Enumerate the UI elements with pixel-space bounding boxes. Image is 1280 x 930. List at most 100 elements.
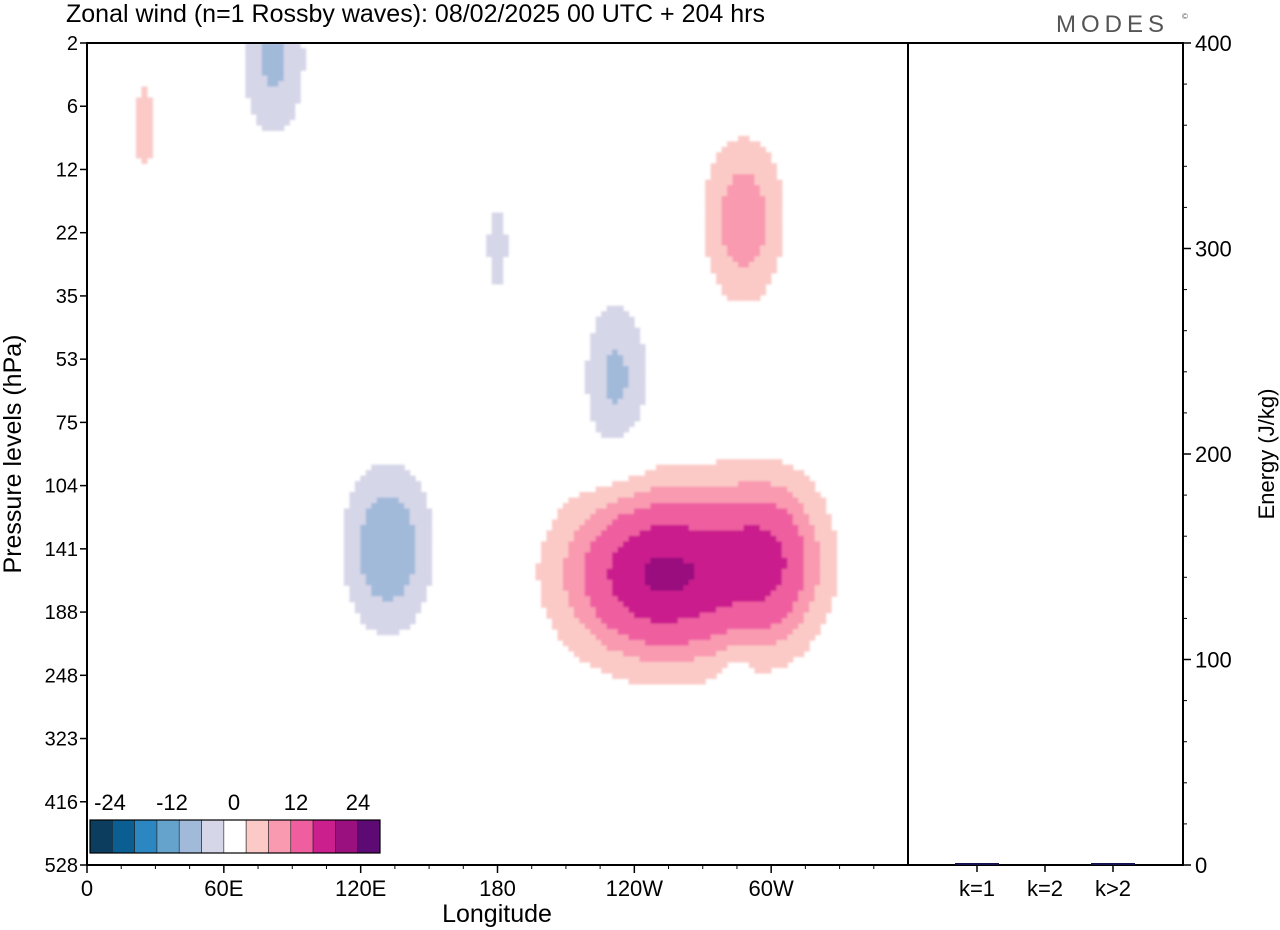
field-cell xyxy=(699,568,706,575)
field-cell xyxy=(677,579,684,586)
field-cell xyxy=(272,48,279,55)
field-cell xyxy=(754,218,761,225)
field-cell xyxy=(770,239,777,247)
field-cell xyxy=(705,612,712,619)
field-cell xyxy=(644,497,652,504)
field-cell xyxy=(792,590,799,597)
field-cell xyxy=(814,596,821,603)
field-cell xyxy=(612,552,619,559)
field-cell xyxy=(584,492,591,499)
field-cell xyxy=(716,623,723,630)
field-cell xyxy=(584,503,591,510)
field-cell xyxy=(639,623,646,630)
x-tick-label: 120W xyxy=(606,876,664,901)
field-cell xyxy=(672,470,679,477)
field-cell xyxy=(705,524,712,532)
field-cell xyxy=(721,207,728,214)
field-cell xyxy=(404,623,411,630)
field-cell xyxy=(573,645,580,652)
field-cell xyxy=(738,135,745,142)
field-cell xyxy=(584,634,591,641)
field-cell xyxy=(573,563,580,570)
field-cell xyxy=(617,431,624,438)
field-cell xyxy=(606,667,613,674)
field-cell xyxy=(765,579,772,586)
field-cell xyxy=(666,541,673,548)
field-cell xyxy=(568,634,575,641)
field-cell xyxy=(584,535,591,542)
field-cell xyxy=(623,563,630,570)
field-cell xyxy=(404,563,411,570)
field-cell xyxy=(404,552,411,559)
field-cell xyxy=(420,503,427,510)
field-cell xyxy=(738,601,745,608)
field-cell xyxy=(612,393,619,400)
field-cell xyxy=(792,618,799,625)
field-cell xyxy=(595,415,602,422)
field-cell xyxy=(781,475,788,482)
field-cell xyxy=(590,612,597,619)
field-cell xyxy=(628,672,635,679)
field-cell xyxy=(743,272,750,279)
field-cell xyxy=(562,541,569,548)
field-cell xyxy=(716,519,723,526)
field-cell xyxy=(393,585,400,592)
field-cell xyxy=(672,492,679,499)
field-cell xyxy=(798,579,805,586)
field-cell xyxy=(579,503,586,510)
field-cell xyxy=(732,289,739,296)
field-cell xyxy=(677,497,684,504)
field-cell xyxy=(650,672,657,679)
field-cell xyxy=(738,623,745,630)
field-cell xyxy=(376,470,383,477)
field-cell xyxy=(661,470,668,477)
field-cell xyxy=(672,656,679,663)
field-cell xyxy=(770,634,777,641)
field-cell xyxy=(289,92,296,99)
field-cell xyxy=(404,590,411,597)
field-cell xyxy=(661,546,668,553)
field-cell xyxy=(650,546,657,553)
field-cell xyxy=(688,513,695,521)
field-cell xyxy=(672,524,679,532)
field-cell xyxy=(579,656,586,663)
field-cell xyxy=(584,590,591,597)
field-cell xyxy=(820,513,827,521)
field-cell xyxy=(557,623,564,630)
field-cell xyxy=(694,607,701,614)
field-cell xyxy=(792,524,799,532)
field-cell xyxy=(738,535,745,542)
field-cell xyxy=(135,108,143,115)
field-cell xyxy=(716,579,723,586)
field-cell xyxy=(535,563,542,570)
field-cell xyxy=(568,601,575,608)
field-cell xyxy=(748,656,756,663)
field-cell xyxy=(573,535,580,542)
field-cell xyxy=(420,492,427,499)
field-cell xyxy=(694,563,701,570)
field-cell xyxy=(661,579,668,586)
field-cell xyxy=(595,541,602,548)
field-cell xyxy=(612,640,619,647)
field-cell xyxy=(387,557,394,564)
field-cell xyxy=(705,513,712,521)
field-cell xyxy=(634,535,641,542)
field-cell xyxy=(759,557,766,564)
field-cell xyxy=(732,557,739,564)
field-cell xyxy=(732,640,739,647)
field-cell xyxy=(781,563,788,570)
field-cell xyxy=(360,508,367,515)
field-cell xyxy=(590,607,597,614)
field-cell xyxy=(617,579,624,586)
field-cell xyxy=(798,629,805,636)
colorbar-swatch xyxy=(357,819,381,854)
field-cell xyxy=(360,519,367,526)
field-cell xyxy=(688,661,695,669)
energy-cat-label: k>2 xyxy=(1095,876,1131,901)
field-cell xyxy=(727,546,734,553)
field-cell xyxy=(590,640,597,647)
field-cell xyxy=(798,492,805,499)
field-cell xyxy=(748,157,756,164)
y-tick-label: 22 xyxy=(56,223,78,245)
field-cell xyxy=(644,470,652,477)
